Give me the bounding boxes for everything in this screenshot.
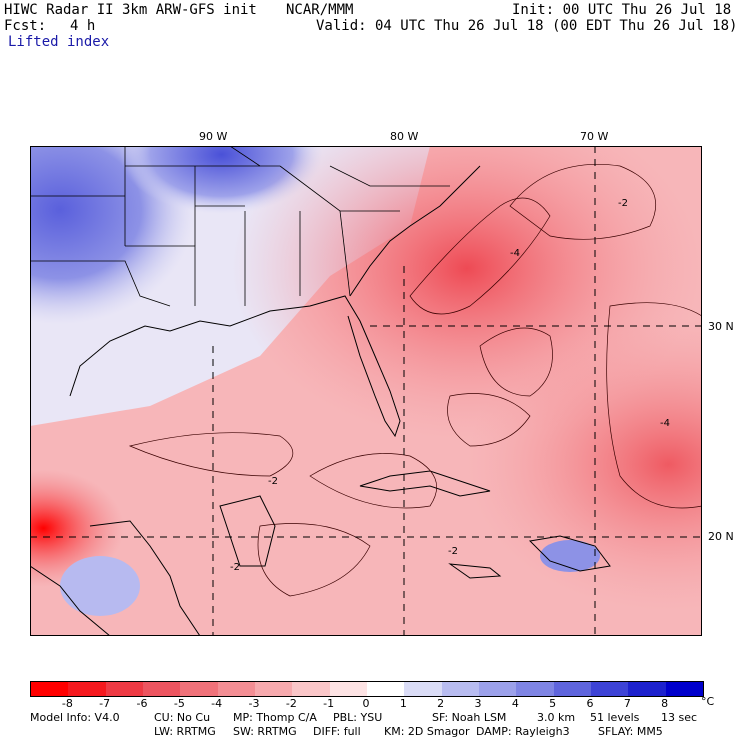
footer-damp: DAMP: Rayleigh3 <box>476 725 570 738</box>
colorbar-swatch <box>628 682 666 696</box>
colorbar-tick-label: 2 <box>437 697 445 710</box>
footer-levels: 51 levels <box>590 711 640 724</box>
colorbar-tick-label: -5 <box>173 697 185 710</box>
colorbar-tick-label: 3 <box>474 697 482 710</box>
colorbar-unit: °C <box>701 695 715 708</box>
contour-label: -2 <box>230 562 240 573</box>
colorbar-tick-label: 7 <box>623 697 631 710</box>
field-stable-hispaniola <box>540 540 600 572</box>
forecast-label: Fcst: <box>4 18 47 34</box>
footer-resolution: 3.0 km <box>537 711 576 724</box>
colorbar-tick-label: -6 <box>136 697 148 710</box>
colorbar-tick-label: -3 <box>248 697 260 710</box>
footer-cu: CU: No Cu <box>154 711 211 724</box>
contour-label: -2 <box>618 198 628 209</box>
footer-mp: MP: Thomp C/A <box>233 711 317 724</box>
colorbar-swatch <box>516 682 554 696</box>
init-time: Init: 00 UTC Thu 26 Jul 18 <box>512 2 732 18</box>
contour-label: -4 <box>660 418 670 429</box>
colorbar-swatch <box>329 682 367 696</box>
colorbar-tick-label: -8 <box>61 697 73 710</box>
footer-km: KM: 2D Smagor <box>384 725 470 738</box>
footer-diff: DIFF: full <box>313 725 361 738</box>
graticule <box>30 146 702 636</box>
lon-label-90w: 90 W <box>199 130 228 143</box>
colorbar-swatch <box>590 682 629 696</box>
colorbar-swatch <box>180 682 218 696</box>
colorbar-tick-label: -2 <box>285 697 297 710</box>
footer-pbl: PBL: YSU <box>333 711 383 724</box>
footer-sw: SW: RRTMG <box>233 725 297 738</box>
footer-sflay: SFLAY: MM5 <box>598 725 663 738</box>
footer-timestep: 13 sec <box>661 711 698 724</box>
colorbar-swatch <box>553 682 591 696</box>
colorbar-tick-label: 8 <box>661 697 669 710</box>
colorbar-tick-label: 5 <box>549 697 557 710</box>
colorbar-tick-label: -1 <box>323 697 335 710</box>
map-frame <box>30 146 702 636</box>
colorbar-swatch <box>404 682 442 696</box>
colorbar-swatch <box>366 682 405 696</box>
colorbar-swatch <box>68 682 106 696</box>
coastlines <box>29 165 611 637</box>
field-name: Lifted index <box>8 34 110 50</box>
field-unstable-southwest <box>30 146 702 636</box>
footer-sf: SF: Noah LSM <box>432 711 507 724</box>
forecast-hour: 4 h <box>70 18 96 34</box>
contour-label: -4 <box>510 248 520 259</box>
lat-label-30n: 30 N <box>708 320 734 333</box>
colorbar-swatch <box>105 682 143 696</box>
colorbar <box>30 681 704 697</box>
colorbar-swatch <box>142 682 181 696</box>
colorbar-tick-label: -7 <box>99 697 111 710</box>
lon-label-80w: 80 W <box>390 130 419 143</box>
organization: NCAR/MMM <box>286 2 354 18</box>
contour-label: -2 <box>268 476 278 487</box>
model-title: HIWC Radar II 3km ARW-GFS init <box>4 2 257 18</box>
footer-lw: LW: RRTMG <box>154 725 216 738</box>
colorbar-tick-label: 6 <box>586 697 594 710</box>
colorbar-tick-label: -4 <box>211 697 223 710</box>
colorbar-swatch <box>292 682 330 696</box>
map-svg: -2 -2 -2 -2 -4 -4 <box>29 145 703 637</box>
state-boundaries <box>30 145 450 307</box>
colorbar-swatch <box>478 682 517 696</box>
colorbar-tick-label: 0 <box>362 697 370 710</box>
colorbar-swatch <box>254 682 293 696</box>
colorbar-swatch <box>441 682 479 696</box>
lifted-index-contours <box>128 163 703 597</box>
footer-model-info: Model Info: V4.0 <box>30 711 120 724</box>
field-stable-central-america <box>60 556 140 616</box>
contour-label: -2 <box>448 546 458 557</box>
colorbar-tick-label: 4 <box>511 697 519 710</box>
colorbar-swatch <box>665 682 703 696</box>
lon-label-70w: 70 W <box>580 130 609 143</box>
colorbar-swatch <box>31 682 69 696</box>
lifted-index-map: -2 -2 -2 -2 -4 -4 <box>29 145 703 637</box>
colorbar-tick-label: 1 <box>399 697 407 710</box>
lat-label-20n: 20 N <box>708 530 734 543</box>
valid-time: Valid: 04 UTC Thu 26 Jul 18 (00 EDT Thu … <box>316 18 738 34</box>
colorbar-swatch <box>217 682 255 696</box>
